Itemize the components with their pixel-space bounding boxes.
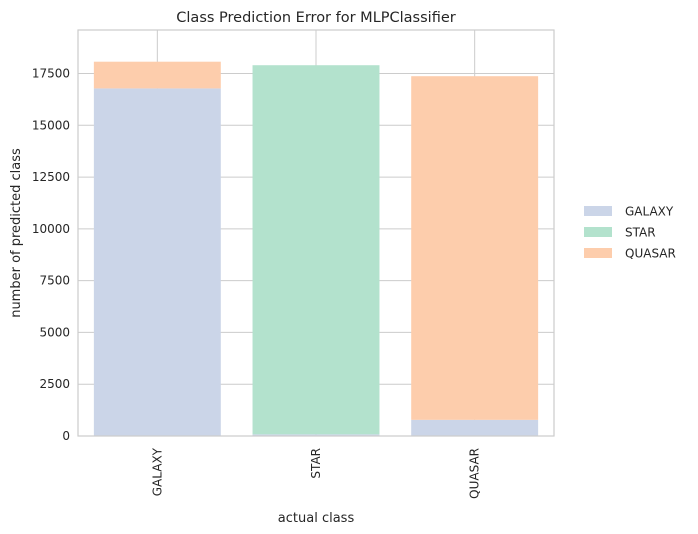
y-axis-label: number of predicted class <box>9 148 24 318</box>
y-tick-label: 7500 <box>39 274 70 288</box>
bar-star-star <box>252 65 380 435</box>
legend: GALAXY STAR QUASAR <box>584 205 676 261</box>
y-tick-label: 0 <box>62 429 70 443</box>
legend-label-quasar: QUASAR <box>625 247 676 261</box>
legend-swatch-quasar <box>584 248 612 258</box>
y-tick-label: 12500 <box>32 170 70 184</box>
plot-frame <box>77 29 555 437</box>
y-tick-label: 15000 <box>32 118 70 132</box>
x-tick-label: QUASAR <box>468 448 482 499</box>
y-tick-label: 2500 <box>39 377 70 391</box>
bar-quasar-galaxy <box>93 61 221 89</box>
bar-quasar-quasar <box>411 76 539 420</box>
x-tick-labels: GALAXY STAR QUASAR <box>150 447 481 498</box>
x-tick-label: STAR <box>309 448 323 479</box>
bar-galaxy-galaxy <box>93 88 221 437</box>
bar-galaxy-quasar <box>411 419 539 436</box>
x-tick-label: GALAXY <box>150 447 164 496</box>
bars <box>93 61 539 437</box>
plot-border <box>77 29 555 437</box>
legend-swatch-galaxy <box>584 206 612 216</box>
legend-label-star: STAR <box>625 226 656 240</box>
legend-label-galaxy: GALAXY <box>625 205 674 219</box>
bar-galaxy-star <box>252 434 380 436</box>
y-tick-label: 17500 <box>32 67 70 81</box>
legend-swatch-star <box>584 227 612 237</box>
y-tick-label: 10000 <box>32 222 70 236</box>
y-tick-label: 5000 <box>39 325 70 339</box>
y-tick-labels: 0 2500 5000 7500 10000 12500 15000 17500 <box>32 67 70 444</box>
chart-title: Class Prediction Error for MLPClassifier <box>176 10 455 26</box>
x-axis-label: actual class <box>278 511 355 526</box>
